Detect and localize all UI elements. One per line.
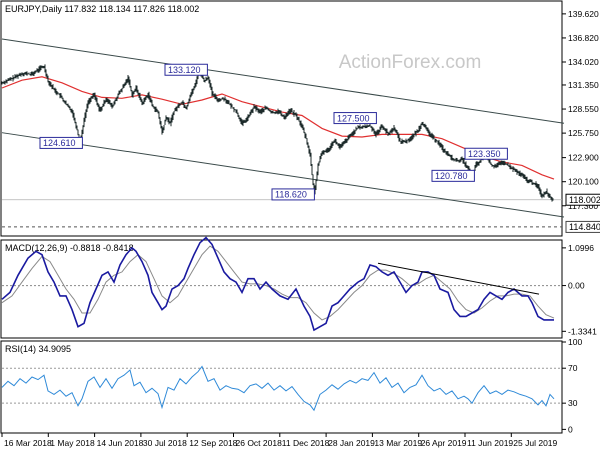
last-price-label: 118.002 [565, 193, 600, 206]
rsi-y-tick-label: 0 [568, 424, 573, 434]
price-annotation-118-620: 118.620 [271, 188, 315, 201]
price-annotation-123-350-box [464, 147, 508, 160]
macd-y-tick-label: 0.00 [568, 281, 585, 291]
price-y-tick-label: 117.300 [568, 201, 598, 211]
x-axis-tick-label: 30 Jul 2018 [143, 438, 187, 448]
x-axis-tick-label: 26 Apr 2019 [421, 438, 467, 448]
price-annotation-133-120: 133.120 [164, 63, 208, 76]
price-annotation-123-350: 123.350 [464, 147, 508, 160]
price-annotation-120-780: 120.780 [431, 169, 475, 182]
price-y-tick-label: 122.900 [568, 153, 599, 163]
x-axis-tick-label: 11 Dec 2018 [282, 438, 330, 448]
price-annotation-120-780-text: 120.780 [435, 171, 468, 181]
x-axis-tick-label: 28 Jan 2019 [328, 438, 375, 448]
price-annotation-127-500-box [333, 112, 377, 125]
support-level-label: 114.840 [565, 220, 600, 233]
price-y-tick-label: 134.020 [568, 57, 599, 67]
price-y-tick-label: 125.750 [568, 128, 599, 138]
price-annotation-133-120-text: 133.120 [168, 65, 201, 75]
channel-upper-line [1, 38, 565, 124]
price-panel-header: EURJPY,Daily 117.832 118.134 117.826 118… [5, 4, 199, 14]
price-annotation-127-500: 127.500 [333, 112, 377, 125]
last-price-label-text: 118.002 [569, 195, 600, 205]
rsi-panel-frame [0, 340, 563, 434]
macd-y-tick-label: 1.0996 [568, 243, 594, 253]
macd-trendline [377, 262, 540, 295]
price-y-tick-label: 128.550 [568, 104, 599, 114]
price-y-tick-label: 139.620 [568, 9, 599, 19]
x-axis-tick-label: 11 Jun 2019 [467, 438, 513, 448]
price-plot-area: 139.620 136.820 134.020 131.350 128.550 125.7… [1, 9, 600, 233]
price-annotation-124-610-text: 124.610 [43, 138, 76, 148]
price-annotation-124-610-box [39, 136, 83, 149]
rsi-plot-area: 100 70 30 0 [1, 337, 582, 434]
support-level-label-text: 114.840 [569, 222, 600, 232]
price-annotation-120-780-box [431, 169, 475, 182]
price-panel-frame [0, 0, 563, 237]
price-annotation-133-120-box [164, 63, 208, 76]
price-y-tick-label: 120.100 [568, 177, 599, 187]
macd-panel-title: MACD(12,26,9) -0.8818 -0.8418 [5, 243, 134, 253]
macd-y-tick-label: -1.3341 [568, 326, 597, 336]
price-annotation-118-620-box [271, 188, 315, 201]
price-annotation-123-350-text: 123.350 [468, 149, 501, 159]
rsi-panel-title: RSI(14) 34.9095 [5, 344, 71, 354]
price-y-tick-label: 136.820 [568, 33, 599, 43]
macd-series-macd [1, 236, 554, 332]
support-level-label-box [565, 220, 600, 233]
price-annotation-118-620-text: 118.620 [275, 190, 307, 200]
watermark-text: ActionForex.com [339, 52, 482, 73]
price-bars [1, 64, 554, 202]
macd-series-signal [1, 245, 555, 321]
rsi-series-line [1, 365, 555, 412]
x-axis-tick-label: 26 Oct 2018 [236, 438, 283, 448]
x-axis-tick-label: 25 Jul 2019 [513, 438, 557, 448]
x-axis-tick-label: 13 Mar 2019 [374, 438, 422, 448]
rsi-y-tick-label: 100 [568, 337, 582, 347]
rsi-y-tick-label: 70 [568, 363, 578, 373]
last-price-label-box [565, 193, 600, 206]
x-axis-tick-label: 14 Jun 2018 [97, 438, 144, 448]
price-annotation-124-610: 124.610 [39, 136, 83, 149]
x-axis-tick-label: 16 Mar 2018 [4, 438, 52, 448]
channel-lower-line [1, 132, 565, 218]
x-axis-tick-label: 1 May 2018 [50, 438, 95, 448]
macd-panel-frame [0, 239, 563, 339]
x-axis-tick-label: 12 Sep 2018 [189, 438, 237, 448]
price-annotation-127-500-text: 127.500 [337, 113, 370, 123]
rsi-y-tick-label: 30 [568, 398, 578, 408]
macd-plot-area: 1.0996 0.00 -1.3341 [1, 236, 597, 336]
price-y-tick-label: 131.350 [568, 80, 599, 90]
